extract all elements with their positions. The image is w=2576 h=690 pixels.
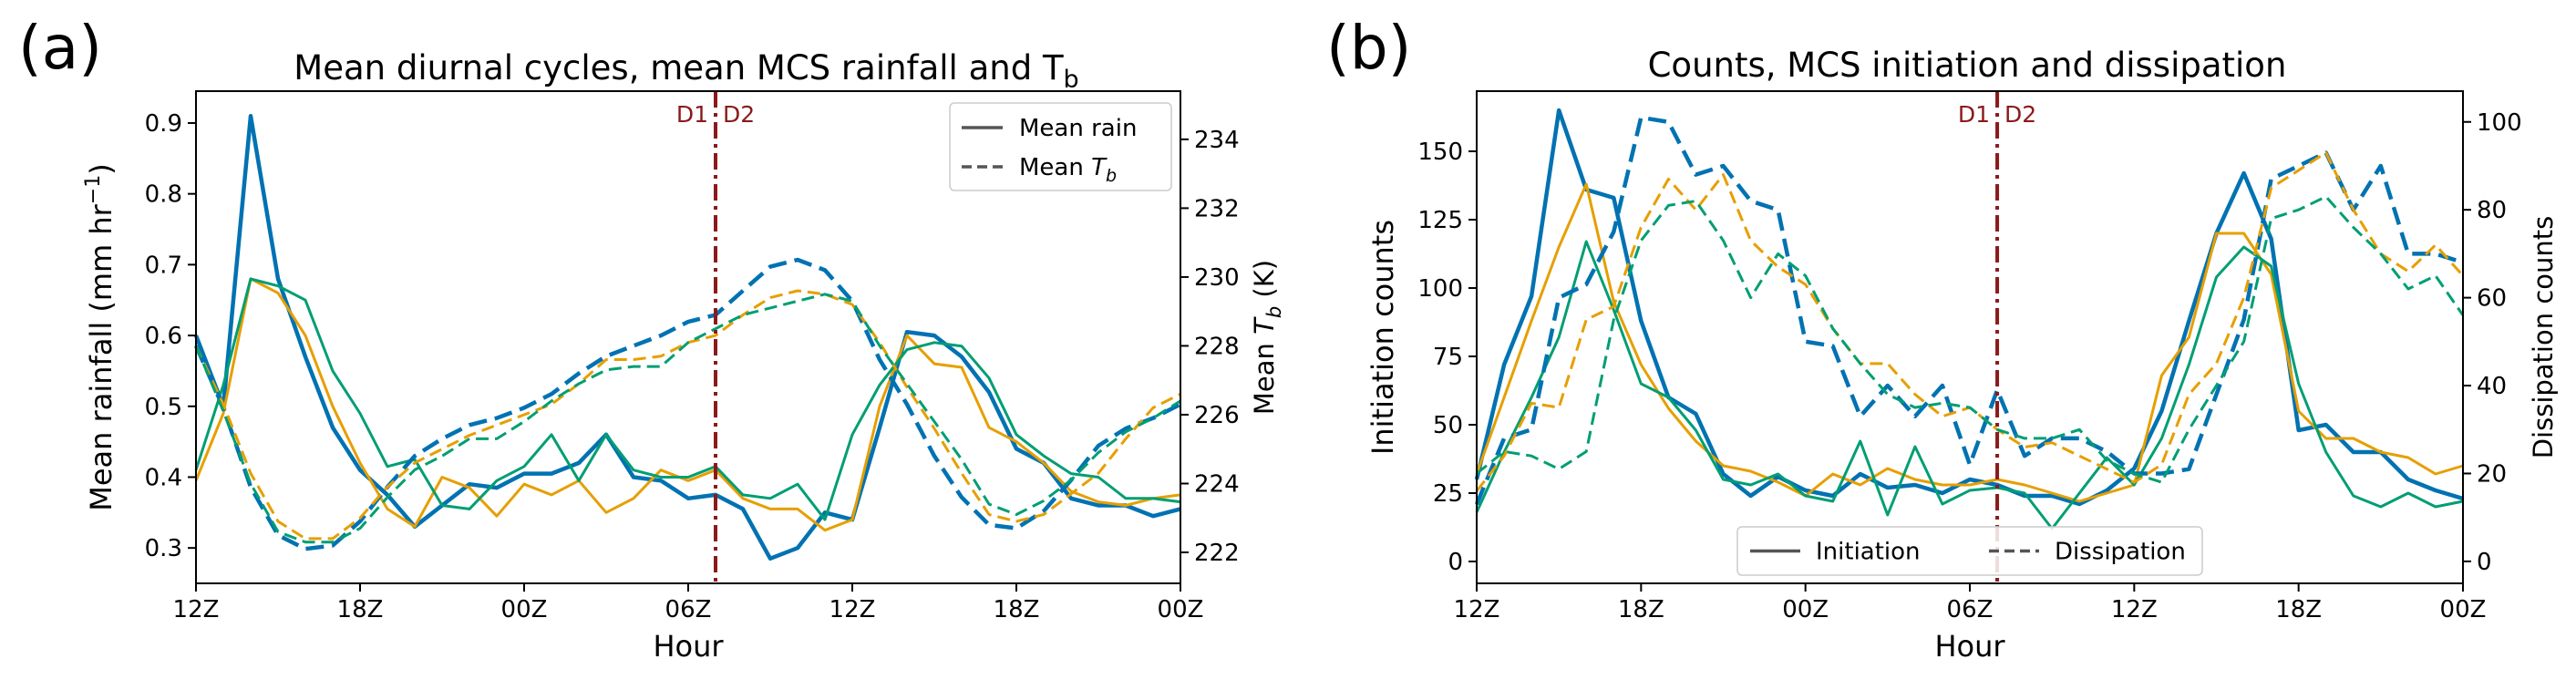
legend-entry-0: Initiation	[1816, 539, 1921, 566]
x-tick-label: 18Z	[994, 596, 1040, 623]
y-tick-label: 50	[1433, 412, 1463, 439]
y-tick-label: 100	[1417, 275, 1463, 303]
vline-label-left: D1	[1958, 101, 1990, 128]
y-tick-label: 0.5	[145, 394, 182, 421]
y2-tick-label: 80	[2477, 197, 2507, 224]
y2-tick-label: 226	[1194, 402, 1240, 429]
y2-tick-label: 230	[1194, 264, 1240, 292]
y2-tick-label: 40	[2477, 373, 2507, 400]
legend-entry-1: Mean Tb	[1019, 154, 1117, 186]
x-tick-label: 18Z	[1618, 596, 1664, 623]
panel-a-title: Mean diurnal cycles, mean MCS rainfall a…	[294, 48, 1078, 94]
x-tick-label: 06Z	[665, 596, 712, 623]
vline-label-left: D1	[676, 101, 708, 128]
y-tick-label: 0.3	[145, 535, 182, 562]
panel-b-title: Counts, MCS initiation and dissipation	[1648, 46, 2287, 85]
y2-axis-label: Dissipation counts	[2528, 216, 2559, 459]
y-tick-label: 0	[1448, 549, 1463, 576]
y-tick-label: 0.9	[145, 110, 182, 138]
series-line-dashed-5	[1476, 195, 2465, 484]
x-axis-label: Hour	[653, 629, 724, 664]
series-line-solid-2	[1475, 240, 2464, 530]
legend-entry-0: Mean rain	[1019, 115, 1137, 142]
series-line-solid-1	[194, 277, 1181, 532]
chart-b: D1 D2 12Z 18Z 00Z 06Z 12Z 18Z 00Z 0 25 50 75 100 125 15…	[1365, 90, 2559, 664]
x-tick-label: 18Z	[2275, 596, 2322, 623]
legend: Initiation Dissipation	[1736, 526, 2203, 576]
panel-b-letter: (b)	[1326, 13, 1411, 83]
series-line-dashed-3	[1474, 115, 2464, 506]
x-tick-label: 18Z	[337, 596, 384, 623]
y-tick-label: 0.7	[145, 252, 182, 279]
y-tick-label: 150	[1417, 139, 1463, 166]
x-tick-label: 00Z	[1158, 596, 1204, 623]
x-tick-label: 12Z	[2111, 596, 2158, 623]
panel-a: (a) Mean diurnal cycles, mean MCS rainfa…	[18, 13, 1285, 664]
panel-a-title-main: Mean diurnal cycles, mean MCS rainfall a…	[294, 48, 1064, 88]
series-line-dashed-5	[194, 293, 1181, 544]
x-axis-label: Hour	[1934, 629, 2005, 664]
y2-tick-label: 60	[2477, 285, 2507, 313]
chart-a: D1 D2 12Z 18Z 00Z 06Z 12Z 18Z 00Z 0.3 0.4 0.5 0.6 0.7…	[82, 90, 1285, 664]
y2-axis-label: Mean Tb (K)	[1249, 260, 1285, 415]
y2-tick-label: 224	[1194, 470, 1240, 498]
y-tick-label: 0.6	[145, 323, 182, 350]
y-tick-label: 25	[1433, 480, 1463, 508]
y-tick-label: 125	[1417, 207, 1463, 234]
legend-box	[1736, 526, 2203, 576]
y-tick-label: 0.4	[145, 464, 182, 491]
series-line-solid-1	[1475, 182, 2464, 503]
series-line-dashed-3	[193, 257, 1182, 551]
y-axis-label: Initiation counts	[1365, 220, 1400, 455]
x-tick-label: 06Z	[1947, 596, 1994, 623]
y-tick-label: 0.8	[145, 181, 182, 209]
series-line-dashed-4	[194, 289, 1181, 541]
y2-tick-label: 100	[2477, 109, 2522, 137]
x-tick-label: 12Z	[173, 596, 220, 623]
vline-label-right: D2	[723, 101, 755, 128]
panel-a-letter: (a)	[18, 13, 102, 83]
y2-tick-label: 232	[1194, 195, 1240, 222]
y-axis-label: Mean rainfall (mm hr−1)	[82, 163, 118, 510]
x-tick-label: 12Z	[1454, 596, 1500, 623]
y2-tick-label: 0	[2477, 549, 2492, 576]
series-line-solid-2	[194, 277, 1181, 521]
panel-b: (b) Counts, MCS initiation and dissipati…	[1326, 13, 2559, 664]
x-tick-label: 12Z	[829, 596, 876, 623]
vline-label-right: D2	[2004, 101, 2036, 128]
panel-a-title-sub: b	[1064, 66, 1079, 94]
series-line-dashed-4	[1475, 151, 2465, 492]
y2-tick-label: 222	[1194, 540, 1240, 567]
series-line-solid-0	[1474, 108, 2464, 507]
legend: Mean rain Mean Tb	[949, 102, 1172, 191]
y2-tick-label: 228	[1194, 333, 1240, 360]
x-tick-label: 00Z	[2440, 596, 2487, 623]
y-tick-label: 75	[1433, 344, 1463, 371]
y2-tick-label: 234	[1194, 127, 1240, 154]
series-line-solid-0	[193, 113, 1181, 561]
legend-entry-1: Dissipation	[2055, 539, 2186, 566]
x-tick-label: 00Z	[1782, 596, 1829, 623]
x-tick-label: 00Z	[501, 596, 548, 623]
legend-box	[949, 102, 1172, 191]
y2-tick-label: 20	[2477, 460, 2507, 488]
